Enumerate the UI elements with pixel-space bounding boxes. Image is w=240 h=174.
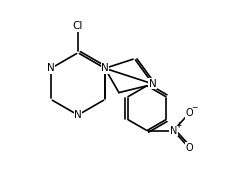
Text: N: N <box>74 110 82 120</box>
Text: N: N <box>47 63 55 73</box>
Text: N: N <box>101 63 109 73</box>
Text: N: N <box>170 126 177 136</box>
Text: N: N <box>149 79 157 89</box>
Text: −: − <box>192 103 198 112</box>
Text: O: O <box>185 108 193 118</box>
Text: +: + <box>175 121 182 130</box>
Text: O: O <box>185 143 193 153</box>
Text: Cl: Cl <box>73 21 83 31</box>
